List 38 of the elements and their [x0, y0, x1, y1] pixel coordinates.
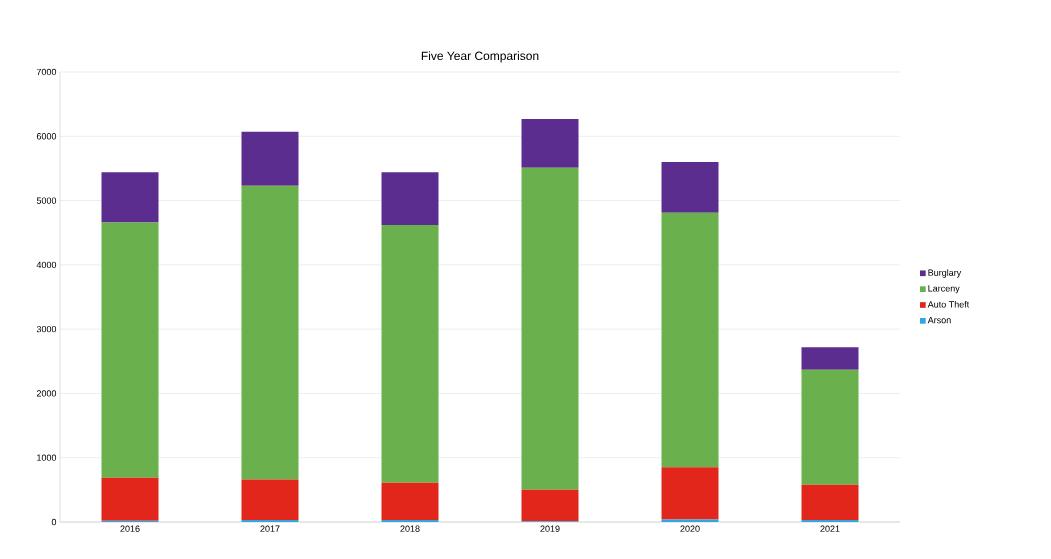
x-tick-label: 2017: [260, 525, 280, 532]
x-tick-label: 2020: [680, 525, 700, 532]
bar: [521, 489, 579, 522]
y-tick-label: 0: [51, 518, 57, 526]
bar: [521, 118, 579, 168]
x-tick-label: 2021: [820, 525, 840, 532]
bar: [381, 225, 439, 483]
x-tick-label: 2019: [540, 525, 560, 532]
legend-label: Larceny: [928, 285, 960, 294]
y-tick-label: 1000: [37, 454, 57, 461]
bar: [661, 162, 719, 213]
bar: [801, 369, 859, 485]
x-tick-label: 2016: [120, 525, 140, 532]
y-tick-label: 4000: [36, 261, 57, 269]
chart-title: Five Year Comparison: [421, 51, 539, 63]
x-tick-label: 2018: [400, 525, 420, 532]
legend-label: Auto Theft: [927, 300, 970, 308]
bar: [801, 484, 859, 521]
bar: [521, 167, 579, 490]
bar: [661, 467, 719, 520]
bar: [101, 222, 159, 478]
bar: [241, 185, 299, 480]
bar: [661, 519, 719, 522]
y-tick-label: 3000: [36, 325, 57, 333]
y-tick-label: 5000: [36, 197, 57, 204]
y-tick-label: 6000: [36, 133, 57, 140]
bar: [101, 172, 159, 223]
y-tick-label: 7000: [36, 68, 57, 76]
legend-label: Arson: [927, 317, 951, 324]
bar: [801, 347, 859, 370]
legend-label: Burglary: [928, 269, 962, 278]
y-tick-label: 2000: [36, 390, 57, 397]
bar: [381, 172, 439, 225]
bar: [381, 482, 439, 521]
bar: [661, 212, 719, 468]
bar: [101, 477, 159, 521]
bar: [241, 131, 299, 186]
bar: [241, 479, 299, 521]
